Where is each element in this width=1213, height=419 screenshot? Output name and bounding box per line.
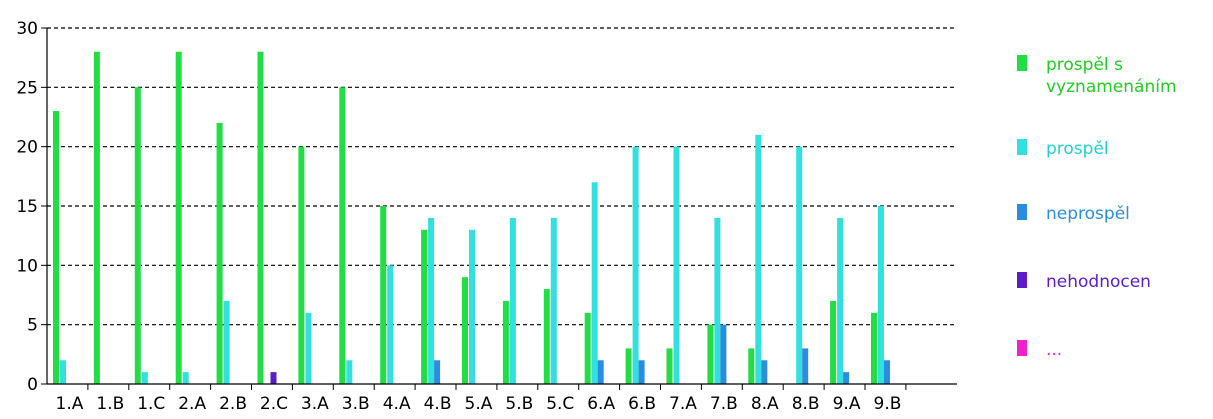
legend-swatch-2 (1017, 204, 1027, 220)
bar-8.A-series-2 (761, 360, 768, 384)
bar-2.B-series-1 (223, 300, 230, 384)
bar-6.B-series-2 (638, 360, 645, 384)
bar-8.B-series-2 (802, 348, 809, 384)
y-tick-label: 0 (27, 375, 38, 395)
bar-7.B-series-2 (720, 324, 727, 384)
bar-4.B-series-2 (434, 360, 441, 384)
x-tick-label: 7.A (669, 394, 697, 414)
x-tick-label: 5.C (546, 394, 574, 414)
x-tick-label: 1.A (56, 394, 84, 414)
bar-7.A-series-0 (666, 348, 673, 384)
x-tick-label: 5.B (505, 394, 533, 414)
axes (41, 27, 957, 390)
bar-9.A-series-1 (837, 217, 844, 384)
bar-9.B-series-1 (878, 206, 884, 384)
bar-6.A-series-0 (584, 312, 591, 384)
x-tick-label: 7.B (710, 394, 738, 414)
bar-5.A-series-0 (462, 277, 468, 384)
y-tick-label: 5 (27, 316, 38, 336)
bar-3.B-series-0 (339, 87, 346, 384)
x-tick-labels: 1.A 1.B 1.C 2.A 2.B 2.C 3.A 3.B 4.A 4.B 5.A 5.B 5.C 6… (56, 394, 902, 414)
bars (53, 51, 890, 385)
bar-8.A-series-1 (755, 134, 762, 384)
bar-4.A-series-1 (387, 265, 394, 384)
bar-2.C-series-0 (257, 51, 264, 384)
bar-1.C-series-0 (134, 87, 141, 384)
legend-swatch-3 (1017, 272, 1027, 288)
bar-1.C-series-1 (141, 372, 148, 384)
bar-7.A-series-1 (673, 146, 680, 384)
x-tick-label: 8.A (751, 394, 779, 414)
x-tick-label: 3.B (342, 394, 370, 414)
legend-label-3: nehodnocen (1046, 272, 1151, 292)
legend-swatch-1 (1017, 139, 1027, 155)
bar-5.C-series-1 (550, 217, 557, 384)
y-tick-label: 25 (16, 78, 38, 98)
bar-5.B-series-0 (502, 300, 509, 384)
legend-label-2: neprospěl (1046, 204, 1130, 224)
bar-4.B-series-1 (428, 217, 435, 384)
x-tick-label: 2.B (219, 394, 247, 414)
y-tick-label: 15 (16, 197, 38, 217)
bar-6.A-series-2 (597, 360, 604, 384)
y-tick-label: 10 (16, 256, 38, 276)
bar-7.B-series-0 (707, 324, 714, 384)
bar-6.B-series-1 (632, 146, 639, 384)
bar-8.A-series-0 (748, 348, 755, 384)
bar-6.A-series-1 (591, 182, 598, 384)
x-tick-label: 8.B (792, 394, 820, 414)
legend-label-4: ... (1046, 340, 1062, 360)
bar-6.B-series-0 (625, 348, 632, 384)
x-tick-label: 4.B (424, 394, 452, 414)
legend-swatch-4 (1017, 340, 1027, 356)
bar-9.A-series-2 (843, 372, 850, 384)
bar-4.A-series-0 (380, 206, 387, 384)
x-tick-label: 2.A (178, 394, 206, 414)
bar-1.A-series-1 (60, 360, 66, 384)
bar-4.B-series-0 (421, 229, 428, 384)
bar-5.C-series-0 (543, 289, 550, 384)
x-tick-label: 1.C (137, 394, 165, 414)
bar-8.B-series-1 (796, 146, 803, 384)
bar-3.B-series-1 (346, 360, 353, 384)
grid-lines (47, 27, 957, 326)
bar-1.B-series-0 (93, 51, 100, 384)
bar-1.A-series-0 (53, 111, 59, 385)
bar-9.B-series-2 (884, 360, 890, 384)
legend-label-0: vyznamenáním (1046, 77, 1177, 97)
x-tick-label: 1.B (96, 394, 124, 414)
legend-swatch-0 (1017, 55, 1027, 71)
bar-7.B-series-1 (714, 217, 721, 384)
bar-2.C-series-3 (270, 372, 277, 384)
x-tick-label: 9.B (874, 394, 902, 414)
bar-9.B-series-0 (871, 312, 877, 384)
bar-3.A-series-0 (298, 146, 305, 384)
bar-2.B-series-0 (216, 122, 223, 384)
legend-label-1: prospěl (1046, 139, 1109, 159)
y-tick-labels: 0 5 10 15 20 25 30 (16, 19, 38, 395)
y-tick-label: 20 (16, 138, 38, 158)
bar-2.A-series-1 (182, 372, 189, 384)
x-tick-label: 4.A (383, 394, 411, 414)
x-tick-label: 3.A (301, 394, 329, 414)
x-tick-label: 2.C (260, 394, 288, 414)
bar-2.A-series-0 (175, 51, 182, 384)
bar-5.A-series-1 (469, 229, 475, 384)
x-tick-label: 6.B (628, 394, 656, 414)
x-tick-label: 6.A (587, 394, 615, 414)
bar-9.A-series-0 (830, 300, 837, 384)
x-tick-label: 9.A (833, 394, 861, 414)
legend-label-0: prospěl s (1046, 55, 1123, 75)
bar-3.A-series-1 (305, 312, 312, 384)
y-tick-label: 30 (16, 19, 38, 39)
x-tick-label: 5.A (465, 394, 493, 414)
bar-5.B-series-1 (509, 217, 516, 384)
